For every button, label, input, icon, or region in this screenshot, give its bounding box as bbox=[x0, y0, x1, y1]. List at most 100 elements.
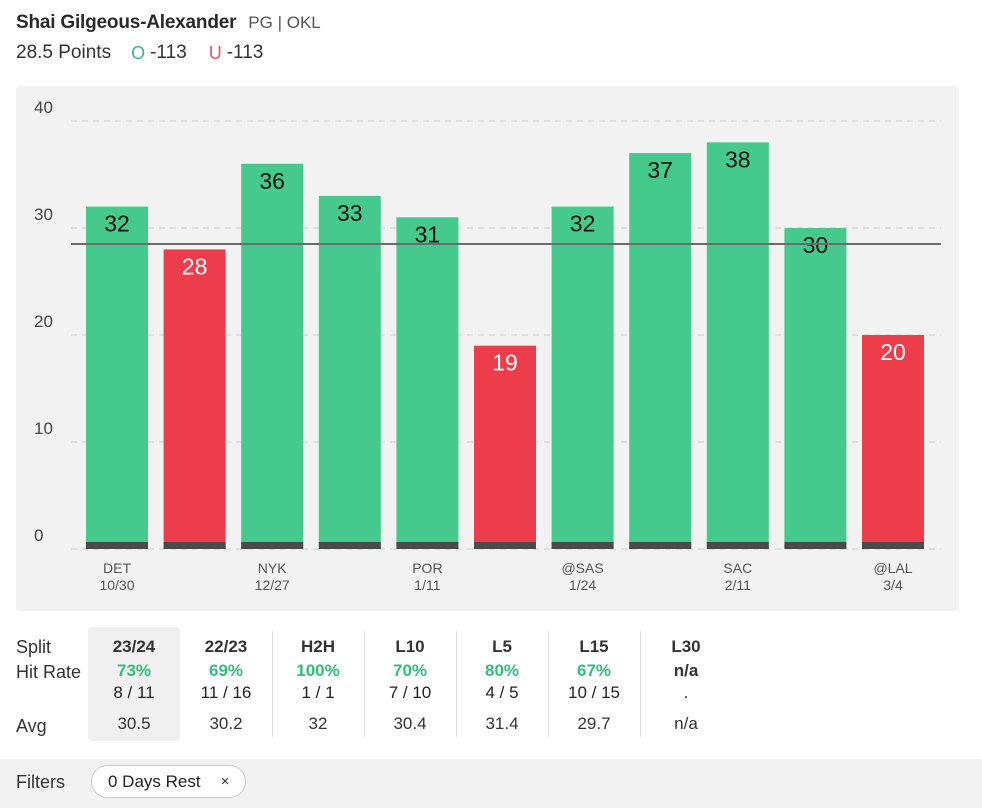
x-tick-opponent: @SAS bbox=[561, 560, 603, 576]
bar[interactable] bbox=[629, 153, 692, 549]
split-hit-fraction: 10 / 15 bbox=[568, 683, 620, 702]
bar-base bbox=[706, 542, 769, 549]
bar[interactable] bbox=[862, 335, 924, 549]
avg-row-label: Avg bbox=[16, 716, 47, 736]
x-tick-date: 3/4 bbox=[883, 577, 903, 593]
bar[interactable] bbox=[86, 206, 148, 549]
y-tick-label: 40 bbox=[34, 98, 53, 117]
y-tick-label: 20 bbox=[34, 312, 53, 331]
split-name: 22/23 bbox=[204, 637, 248, 656]
split-divider bbox=[548, 631, 549, 737]
bar-value-label: 32 bbox=[570, 211, 596, 237]
x-tick-opponent: SAC bbox=[723, 560, 752, 576]
bar-base bbox=[163, 542, 226, 549]
player-name: Shai Gilgeous-Alexander bbox=[16, 12, 237, 33]
x-tick-opponent: DET bbox=[103, 560, 131, 576]
prop-line: 28.5 Points bbox=[16, 42, 112, 63]
under-icon: U bbox=[208, 42, 222, 63]
filter-chip-label: 0 Days Rest bbox=[108, 771, 201, 791]
bar[interactable] bbox=[474, 345, 536, 549]
split-column-1[interactable]: 22/23 69% 11 / 16 30.2 bbox=[180, 627, 272, 741]
split-hit-fraction: 1 / 1 bbox=[301, 683, 335, 702]
over-icon: O bbox=[131, 42, 146, 63]
split-column-0[interactable]: 23/24 73% 8 / 11 30.5 bbox=[88, 627, 180, 741]
split-column-4[interactable]: L5 80% 4 / 5 31.4 bbox=[456, 627, 548, 741]
split-hit-fraction: 4 / 5 bbox=[485, 683, 519, 702]
split-name: L5 bbox=[492, 637, 512, 656]
splits-table: Split Hit Rate Avg 23/24 73% 8 / 11 30.5 22/… bbox=[16, 627, 956, 741]
split-average: 32 bbox=[308, 714, 328, 733]
bar[interactable] bbox=[163, 249, 226, 549]
split-hit-fraction: 7 / 10 bbox=[388, 683, 432, 702]
bar-value-label: 36 bbox=[259, 168, 285, 194]
close-icon[interactable]: × bbox=[220, 773, 230, 790]
x-tick-date: 2/11 bbox=[725, 577, 751, 593]
x-tick-opponent: NYK bbox=[258, 560, 287, 576]
split-divider bbox=[272, 631, 273, 737]
bar[interactable] bbox=[318, 195, 381, 549]
split-hit-fraction: 11 / 16 bbox=[200, 683, 252, 702]
bar[interactable] bbox=[551, 206, 614, 549]
bar-base bbox=[86, 542, 148, 549]
y-tick-label: 0 bbox=[34, 526, 43, 545]
bar-value-label: 31 bbox=[415, 221, 441, 247]
filter-chip[interactable]: 0 Days Rest × bbox=[91, 765, 247, 798]
bar-base bbox=[396, 542, 459, 549]
split-hit-rate: n/a bbox=[673, 661, 699, 680]
split-hit-rate: 67% bbox=[576, 661, 612, 680]
split-average: n/a bbox=[674, 714, 698, 733]
split-name: H2H bbox=[300, 637, 335, 656]
split-name: L30 bbox=[671, 637, 701, 656]
bar-value-label: 33 bbox=[337, 200, 363, 226]
bar-base bbox=[551, 542, 614, 549]
bar-value-label: 28 bbox=[182, 253, 208, 279]
x-tick-opponent: @LAL bbox=[873, 560, 912, 576]
bar-base bbox=[241, 542, 304, 549]
bar[interactable] bbox=[396, 217, 459, 550]
filters-bar: Filters 0 Days Rest × bbox=[0, 759, 982, 808]
player-position-team: PG | OKL bbox=[248, 13, 321, 32]
x-tick-date: 1/24 bbox=[569, 577, 596, 593]
split-average: 30.2 bbox=[209, 714, 243, 733]
x-tick-opponent: POR bbox=[412, 560, 442, 576]
bar-base bbox=[474, 542, 536, 549]
split-divider bbox=[640, 631, 641, 737]
splits-row-labels: Split Hit Rate Avg bbox=[16, 627, 88, 741]
filters-label: Filters bbox=[16, 772, 65, 792]
bar[interactable] bbox=[706, 142, 769, 549]
split-average: 31.4 bbox=[485, 714, 519, 733]
split-hit-rate: 73% bbox=[116, 661, 152, 680]
bar[interactable] bbox=[241, 163, 304, 550]
prop-line-row: 28.5 Points O -113 U -113 bbox=[16, 42, 956, 64]
split-name: L15 bbox=[579, 637, 609, 656]
x-tick-date: 12/27 bbox=[255, 577, 290, 593]
split-row-label: Split bbox=[16, 637, 52, 657]
split-column-3[interactable]: L10 70% 7 / 10 30.4 bbox=[364, 627, 456, 741]
split-hit-rate: 70% bbox=[392, 661, 428, 680]
split-hit-rate: 80% bbox=[484, 661, 520, 680]
bar[interactable] bbox=[784, 228, 847, 549]
bar-value-label: 37 bbox=[647, 157, 673, 183]
under-odds-value: -113 bbox=[226, 42, 264, 63]
bar-value-label: 38 bbox=[725, 146, 751, 172]
over-odds-value: -113 bbox=[150, 42, 187, 63]
y-tick-label: 10 bbox=[34, 419, 53, 438]
split-column-2[interactable]: H2H 100% 1 / 1 32 bbox=[272, 627, 364, 741]
bar-base bbox=[784, 542, 847, 549]
bar-chart-svg: 01020304032DET10/302836NYK12/273331POR1/… bbox=[34, 98, 941, 593]
split-column-6[interactable]: L30 n/a. n/a bbox=[640, 627, 732, 741]
under-odds[interactable]: U -113 bbox=[209, 42, 264, 64]
bar-value-label: 32 bbox=[104, 211, 130, 237]
bar-base bbox=[318, 542, 381, 549]
x-tick-date: 1/11 bbox=[414, 577, 440, 593]
split-divider bbox=[456, 631, 457, 737]
game-log-chart: 0 10 20 30 40 32 DET 10/30 28 36 NYK 12/27 33 31 POR 1/… bbox=[16, 86, 959, 611]
bar-value-label: 20 bbox=[880, 339, 906, 365]
split-average: 30.5 bbox=[117, 714, 151, 733]
split-column-5[interactable]: L15 67% 10 / 15 29.7 bbox=[548, 627, 640, 741]
bar-value-label: 19 bbox=[492, 350, 518, 376]
hit-rate-row-label: Hit Rate bbox=[16, 662, 82, 682]
player-header: Shai Gilgeous-Alexander PG | OKL 28.5 Po… bbox=[16, 12, 956, 64]
over-odds[interactable]: O -113 bbox=[131, 42, 187, 64]
split-average: 30.4 bbox=[393, 714, 427, 733]
